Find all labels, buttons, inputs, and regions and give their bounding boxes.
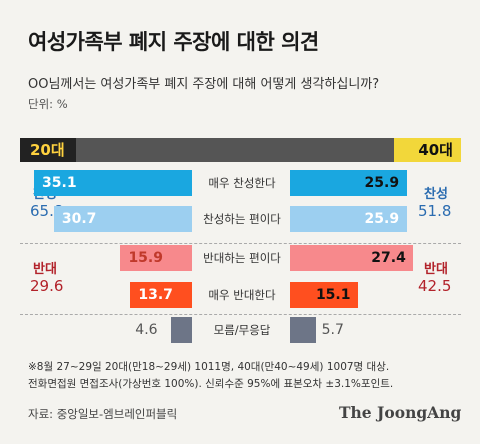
agree-group-label-40s: 찬성 xyxy=(424,187,448,202)
bar-40s xyxy=(290,317,316,343)
legend-20s: 20대 xyxy=(20,138,76,162)
value-label-40s: 15.1 xyxy=(315,287,351,303)
legend-40s: 40대 xyxy=(394,138,461,162)
value-label-40s: 25.9 xyxy=(364,175,400,191)
value-label-40s: 25.9 xyxy=(364,211,400,227)
group-separator xyxy=(20,314,461,315)
header-bar xyxy=(20,138,461,162)
value-label-20s: 13.7 xyxy=(138,287,173,303)
category-label: 찬성하는 편이다 xyxy=(203,212,281,226)
footnote: ※8월 27~29일 20대(만18~29세) 1011명, 40대(만40~4… xyxy=(28,361,394,390)
bar-40s xyxy=(290,245,414,271)
category-label: 매우 반대한다 xyxy=(208,288,276,302)
chart-title: 여성가족부 폐지 주장에 대한 의견 xyxy=(28,30,319,54)
category-label: 반대하는 편이다 xyxy=(203,251,281,265)
category-label: 모름/무응답 xyxy=(213,323,271,337)
value-label-20s: 35.1 xyxy=(42,175,77,191)
group-separator xyxy=(20,243,461,244)
bar-20s xyxy=(130,282,192,308)
disagree-group-label-40s: 반대 xyxy=(424,262,448,277)
survey-question: OO님께서는 여성가족부 폐지 주장에 대해 어떻게 생각하십니까? xyxy=(28,77,380,92)
bar-40s xyxy=(290,282,358,308)
value-label-40s: 27.4 xyxy=(371,250,406,266)
unit-label: 단위: % xyxy=(28,97,68,111)
value-label-20s: 4.6 xyxy=(135,322,158,338)
disagree-total-40s: 42.5 xyxy=(418,277,452,295)
disagree-total-20s: 29.6 xyxy=(30,277,64,295)
category-label: 매우 찬성한다 xyxy=(208,176,276,190)
brand-logo: The JoongAng xyxy=(339,403,462,422)
disagree-group-label-20s: 반대 xyxy=(33,262,57,277)
bar-20s xyxy=(34,170,192,196)
value-label-20s: 30.7 xyxy=(61,211,97,227)
agree-total-40s: 51.8 xyxy=(418,202,452,220)
bar-20s xyxy=(171,317,192,343)
bar-40s xyxy=(290,170,407,196)
value-label-20s: 15.9 xyxy=(128,250,163,266)
bar-20s xyxy=(53,206,192,232)
source-credit: 자료: 중앙일보-엠브레인퍼블릭 xyxy=(28,407,178,421)
bar-20s xyxy=(120,245,192,271)
value-label-40s: 5.7 xyxy=(321,322,344,338)
bar-40s xyxy=(290,206,407,232)
